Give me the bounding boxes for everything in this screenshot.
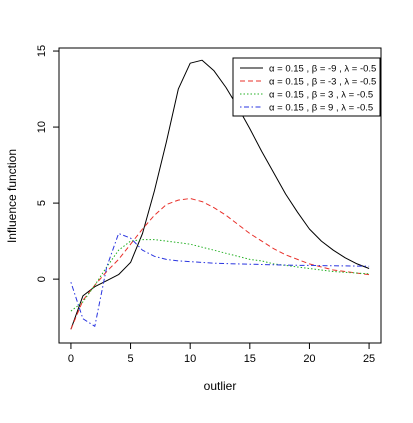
x-tick-label: 5 [127, 353, 133, 365]
series-line-4 [70, 233, 370, 327]
y-tick-label: 0 [36, 276, 48, 282]
x-tick-label: 25 [363, 353, 375, 365]
legend-label: α = 0.15 , β = 9 , λ = -0.5 [269, 103, 373, 114]
x-tick-label: 0 [68, 353, 74, 365]
legend-label: α = 0.15 , β = 3 , λ = -0.5 [269, 90, 373, 101]
legend: α = 0.15 , β = -9 , λ = -0.5 α = 0.15 , β… [232, 57, 381, 117]
y-axis-label: Influence function [5, 149, 19, 243]
y-axis: 0 5 10 15 [36, 45, 60, 282]
series-lines [70, 59, 370, 330]
x-tick-label: 10 [184, 353, 196, 365]
x-axis-label: outlier [204, 379, 237, 393]
x-tick-label: 15 [244, 353, 256, 365]
y-tick-label: 5 [36, 200, 48, 206]
legend-label: α = 0.15 , β = -3 , λ = -0.5 [269, 77, 376, 88]
series-line-1 [70, 59, 370, 330]
x-tick-label: 20 [303, 353, 315, 365]
x-axis: 0 5 10 15 20 25 [68, 342, 375, 365]
y-tick-label: 10 [36, 121, 48, 133]
series-line-2 [70, 198, 370, 330]
y-tick-label: 15 [36, 45, 48, 57]
legend-label: α = 0.15 , β = -9 , λ = -0.5 [269, 64, 376, 75]
series-line-3 [70, 239, 370, 312]
